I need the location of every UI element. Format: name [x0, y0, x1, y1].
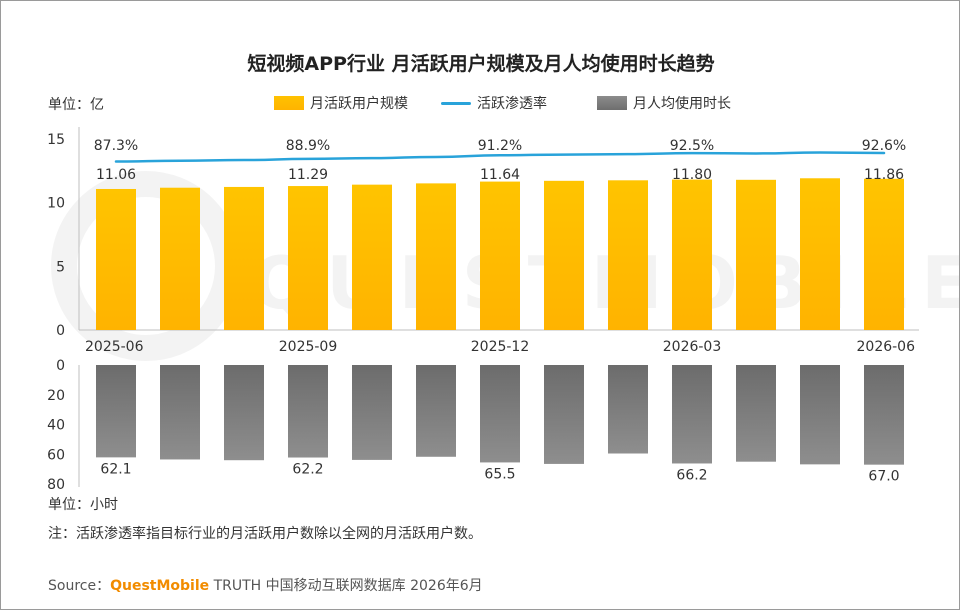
legend-label-usage-time: 月人均使用时长 — [633, 96, 731, 112]
legend-item-penetration: 活跃渗透率 — [441, 93, 547, 113]
usage-time-bar — [480, 365, 520, 463]
x-tick-label: 2025-12 — [471, 339, 530, 355]
mau-bar — [736, 179, 776, 330]
usage-time-bar — [800, 365, 840, 465]
penetration-data-label: 87.3% — [94, 138, 138, 154]
bottom-y-tick-label: 0 — [56, 358, 65, 374]
usage-time-data-label: 67.0 — [868, 469, 899, 485]
usage-time-bar — [288, 365, 328, 458]
mau-data-label: 11.64 — [480, 167, 520, 183]
penetration-line — [114, 151, 886, 163]
source-line: Source：QuestMobile TRUTH 中国移动互联网数据库 2026… — [48, 575, 483, 595]
mau-bar — [288, 186, 328, 330]
mau-data-label: 11.86 — [864, 167, 904, 183]
usage-time-data-label: 66.2 — [676, 467, 707, 483]
x-tick-label: 2026-06 — [857, 339, 916, 355]
source-rest: TRUTH 中国移动互联网数据库 2026年6月 — [209, 578, 483, 594]
usage-time-bar — [352, 365, 392, 460]
bottom-y-tick-label: 80 — [47, 477, 65, 493]
mau-bar — [864, 178, 904, 330]
x-tick-label: 2026-03 — [663, 339, 722, 355]
usage-time-bar — [672, 365, 712, 464]
footnote: 注：活跃渗透率指目标行业的月活跃用户数除以全网的月活跃用户数。 — [48, 526, 482, 542]
mau-data-label: 11.80 — [672, 167, 712, 183]
mau-bar — [416, 183, 456, 330]
bottom-axis-unit: 单位：小时 — [48, 497, 118, 513]
legend-label-penetration: 活跃渗透率 — [477, 96, 547, 112]
penetration-data-label: 92.5% — [670, 138, 714, 154]
usage-time-bar — [96, 365, 136, 458]
usage-time-bar — [864, 365, 904, 465]
mau-bar — [480, 181, 520, 330]
legend-item-usage-time: 月人均使用时长 — [597, 93, 731, 113]
penetration-data-label: 92.6% — [862, 138, 906, 154]
top-axis-unit: 单位：亿 — [48, 97, 104, 113]
usage-time-bar — [608, 365, 648, 454]
usage-time-data-label: 65.5 — [484, 466, 515, 482]
bottom-y-tick-label: 60 — [47, 447, 65, 463]
mau-bar — [800, 178, 840, 330]
mau-bar — [160, 187, 200, 330]
top-y-tick-label: 15 — [47, 132, 65, 148]
bottom-y-tick-label: 20 — [47, 388, 65, 404]
usage-time-bar — [544, 365, 584, 464]
mau-data-label: 11.29 — [288, 167, 328, 183]
top-y-tick-label: 5 — [56, 259, 65, 275]
top-y-tick-label: 10 — [47, 196, 65, 212]
penetration-data-label: 88.9% — [286, 138, 330, 154]
legend-swatch-usage-time — [597, 96, 627, 110]
x-tick-label: 2025-09 — [279, 339, 338, 355]
penetration-data-label: 91.2% — [478, 138, 522, 154]
mau-bar — [352, 184, 392, 330]
legend-label-mau: 月活跃用户规模 — [310, 96, 408, 112]
mau-bar — [96, 188, 136, 330]
mau-bar — [672, 179, 712, 330]
usage-time-bar — [416, 365, 456, 457]
usage-time-bar — [736, 365, 776, 462]
usage-time-data-label: 62.2 — [292, 462, 323, 478]
top-y-tick-label: 0 — [56, 323, 65, 339]
legend-swatch-penetration — [441, 101, 471, 105]
mau-bar — [224, 186, 264, 330]
mau-bar — [608, 180, 648, 330]
x-tick-label: 2025-06 — [85, 339, 144, 355]
mau-bar — [544, 180, 584, 330]
usage-time-bar — [224, 365, 264, 461]
mau-data-label: 11.06 — [96, 167, 136, 183]
usage-time-data-label: 62.1 — [100, 461, 131, 477]
usage-time-bar — [160, 365, 200, 460]
legend-swatch-mau — [274, 96, 304, 110]
bottom-y-tick-label: 40 — [47, 418, 65, 434]
chart-title: 短视频APP行业 月活跃用户规模及月人均使用时长趋势 — [247, 53, 715, 75]
legend-item-mau: 月活跃用户规模 — [274, 93, 408, 113]
source-brand: QuestMobile — [110, 578, 210, 594]
source-prefix: Source： — [48, 578, 111, 594]
